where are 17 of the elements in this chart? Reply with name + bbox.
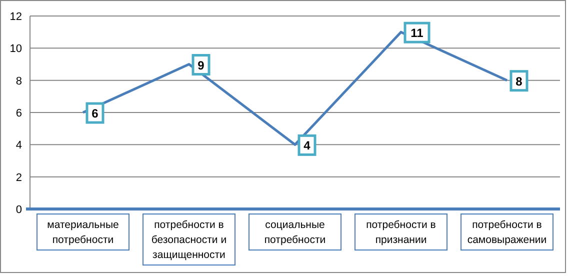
y-tick-label: 2 [16, 172, 22, 184]
data-label: 11 [410, 26, 424, 40]
data-label: 8 [516, 74, 523, 88]
y-tick-label: 10 [10, 43, 22, 56]
y-tick-label: 4 [16, 140, 22, 152]
data-label: 4 [304, 138, 311, 153]
y-tick-label: 8 [16, 75, 22, 88]
y-tick-label: 0 [16, 204, 22, 216]
x-tick-label: потребности в самовыражении [467, 219, 547, 246]
x-tick-label: материальные потребности [47, 219, 119, 246]
x-tick-label: социальные потребности [264, 219, 326, 246]
y-tick-label: 6 [16, 108, 22, 120]
x-tick-label: потребности в безопасности и защищенности [151, 219, 227, 261]
x-tick-label: потребности в признании [366, 219, 436, 246]
y-tick-label: 12 [10, 11, 22, 23]
data-label: 9 [198, 58, 205, 72]
data-label: 6 [92, 106, 99, 120]
